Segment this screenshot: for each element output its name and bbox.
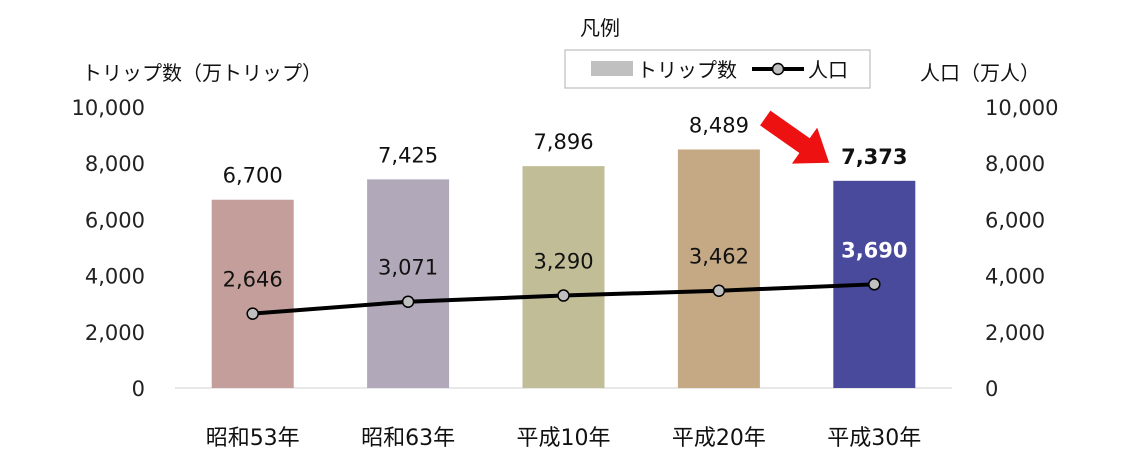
y-left-tick-label: 6,000 (85, 208, 145, 232)
y-right-tick-label: 6,000 (985, 208, 1045, 232)
y-left-tick-label: 10,000 (72, 96, 145, 120)
y-right-tick-label: 0 (985, 377, 998, 401)
bar-value-label: 7,373 (841, 145, 907, 169)
y-left-tick-label: 0 (132, 377, 145, 401)
population-point (401, 295, 415, 308)
population-value-label: 3,071 (378, 256, 438, 280)
legend-line-label: 人口 (808, 58, 848, 82)
population-point (868, 278, 881, 291)
x-category-label: 平成20年 (672, 426, 766, 451)
population-point (712, 284, 726, 297)
legend-bar-swatch (591, 61, 633, 76)
y-left-tick-label: 8,000 (85, 152, 145, 176)
y-left-tick-label: 4,000 (85, 265, 145, 289)
y-right-tick-label: 4,000 (985, 265, 1045, 289)
population-value-label: 3,690 (841, 238, 907, 262)
bar (367, 179, 450, 388)
y-left-tick-label: 2,000 (85, 321, 145, 345)
y-left-axis-title: トリップ数（万トリップ） (82, 61, 322, 85)
bar-value-label: 7,425 (378, 143, 438, 167)
y-right-axis-title: 人口（万人） (920, 61, 1040, 85)
labels-group: 6,700 7,425 7,896 8,489 7,373 2,646 3,071 3,290… (223, 110, 908, 292)
legend-title: 凡例 (580, 16, 620, 40)
bar-value-label: 7,896 (533, 130, 593, 154)
population-point (557, 289, 570, 302)
bars-group (211, 149, 916, 388)
x-category-label: 昭和53年 (206, 426, 300, 451)
x-category-label: 平成30年 (827, 426, 921, 451)
bar-value-label: 8,489 (689, 113, 749, 137)
bar-value-label: 6,700 (223, 164, 283, 188)
population-value-label: 3,462 (689, 245, 749, 269)
x-category-label: 平成10年 (517, 426, 611, 451)
y-right-tick-label: 8,000 (985, 152, 1045, 176)
y-right-tick-label: 2,000 (985, 321, 1045, 345)
arrow-shape (760, 110, 830, 164)
x-category-label: 昭和63年 (361, 426, 455, 451)
legend-line-marker (771, 62, 785, 76)
bar (677, 149, 760, 388)
line-group (246, 278, 881, 320)
population-value-label: 3,290 (533, 250, 593, 274)
population-value-label: 2,646 (223, 268, 283, 292)
y-right-tick-label: 10,000 (985, 96, 1058, 120)
bar (522, 166, 605, 388)
axes-group: 0 2,000 4,000 6,000 8,000 10,000 0 2,000 4,000 6,… (72, 61, 1059, 451)
highlight-arrow-icon (760, 110, 830, 164)
legend-bar-label: トリップ数 (637, 58, 737, 82)
bar (211, 199, 294, 388)
population-point (246, 307, 259, 320)
